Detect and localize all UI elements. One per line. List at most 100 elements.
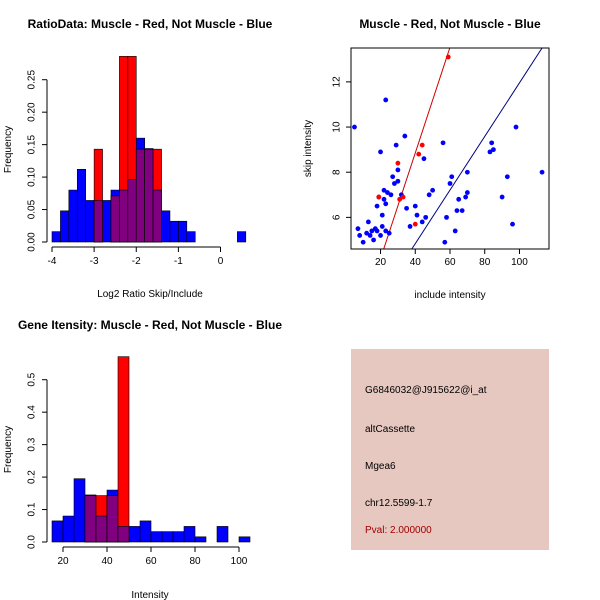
ratio-x-tick-label: -2	[132, 256, 141, 267]
not-muscle-point	[369, 228, 375, 234]
probe-id-text: G6846032@J915622@i_at	[365, 385, 487, 396]
not-muscle-point	[419, 219, 425, 225]
not-muscle-point	[459, 208, 465, 214]
not-muscle-point	[442, 239, 448, 245]
intensity-y-tick-label: 0.5	[27, 372, 38, 386]
ratio-title: RatioData: Muscle - Red, Not Muscle - Bl…	[28, 17, 273, 31]
ratio-y-tick-label: 0.20	[27, 102, 38, 122]
ratio-blue-bar	[76, 168, 87, 243]
muscle-regression-line	[383, 48, 451, 249]
scatter-plot-area	[352, 48, 545, 249]
intensity-blue-bar	[150, 531, 163, 543]
scatter-y-tick-label: 12	[332, 76, 343, 88]
ratio-x-tick-label: -3	[90, 256, 99, 267]
not-muscle-point	[539, 169, 545, 175]
ratio-overlap-bar	[110, 195, 120, 243]
not-muscle-point	[395, 167, 401, 173]
intensity-x-tick-label: 80	[189, 556, 201, 567]
not-muscle-point	[386, 230, 392, 236]
intensity-blue-bar	[161, 531, 174, 543]
scatter-x-tick-label: 40	[410, 257, 422, 268]
not-muscle-point	[364, 230, 370, 236]
not-muscle-point	[402, 133, 408, 139]
not-muscle-point	[378, 149, 383, 155]
intensity-blue-bar	[183, 526, 196, 543]
intensity-y-tick-label: 0.4	[27, 405, 38, 419]
muscle-point	[400, 194, 406, 200]
not-muscle-regression-line	[411, 48, 543, 249]
not-muscle-point	[463, 194, 469, 200]
intensity-blue-bar	[62, 515, 75, 543]
not-muscle-point	[464, 190, 470, 195]
scatter-y-tick-label: 10	[332, 121, 343, 133]
intensity-overlap-bar	[84, 495, 97, 543]
scatter-frame	[350, 47, 550, 250]
intensity-blue-bar	[238, 536, 251, 543]
not-muscle-point	[379, 212, 385, 218]
intensity-x-tick-label: 40	[101, 556, 113, 567]
not-muscle-point	[381, 196, 387, 202]
not-muscle-point	[355, 226, 361, 232]
intensity-histogram: Gene Itensity: Muscle - Red, Not Muscle …	[3, 318, 282, 600]
ratio-overlap-bar	[152, 189, 162, 243]
ratio-blue-bar	[85, 200, 95, 243]
muscle-point	[412, 221, 418, 227]
not-muscle-point	[504, 174, 510, 180]
not-muscle-point	[464, 169, 470, 175]
not-muscle-point	[404, 205, 409, 211]
not-muscle-point	[430, 187, 436, 193]
not-muscle-point	[421, 156, 427, 162]
ratio-y-tick-label: 0.15	[27, 134, 38, 154]
ratio-x-label: Log2 Ratio Skip/Include	[97, 289, 203, 300]
scatter-x-label: include intensity	[414, 290, 485, 301]
not-muscle-point	[383, 97, 389, 103]
not-muscle-point	[374, 203, 380, 209]
muscle-point	[445, 54, 451, 60]
ratio-blue-bar	[169, 220, 179, 243]
not-muscle-point	[395, 178, 401, 184]
intensity-x-tick-label: 60	[145, 556, 157, 567]
intensity-blue-bar	[216, 526, 229, 543]
not-muscle-point	[388, 192, 394, 198]
ratio-x-tick-label: 0	[218, 256, 224, 267]
not-muscle-point	[352, 124, 357, 130]
intensity-x-label: Intensity	[131, 590, 168, 600]
not-muscle-point	[378, 233, 383, 238]
ratio-overlap-bar	[135, 148, 145, 243]
scatter-x-tick-label: 80	[479, 257, 491, 268]
scatter-y-tick-label: 8	[332, 169, 343, 175]
scatter-y-tick-label: 6	[332, 214, 343, 220]
not-muscle-point	[374, 228, 380, 234]
intensity-x-tick-label: 20	[57, 556, 69, 567]
not-muscle-point	[371, 237, 376, 243]
scatter-x-tick-label: 60	[444, 257, 456, 268]
ratio-overlap-bar	[93, 200, 103, 243]
ratio-blue-bar	[102, 200, 112, 243]
not-muscle-point	[489, 140, 495, 146]
intensity-blue-bar	[139, 520, 152, 543]
not-muscle-point	[367, 233, 373, 238]
ratio-blue-bar	[68, 189, 78, 243]
intensity-y-tick-label: 0.2	[27, 470, 38, 484]
intensity-y-tick-label: 0.0	[27, 535, 38, 549]
intensity-overlap-bar	[95, 515, 108, 543]
not-muscle-point	[487, 149, 493, 155]
not-muscle-point	[392, 181, 397, 186]
not-muscle-point	[390, 174, 396, 180]
not-muscle-point	[383, 228, 389, 234]
muscle-point	[416, 151, 422, 157]
intensity-x-tick-label: 100	[231, 556, 248, 567]
intensity-overlap-bar	[106, 495, 119, 543]
ratio-y-tick-label: 0.10	[27, 167, 38, 187]
not-muscle-point	[454, 208, 460, 214]
not-muscle-point	[423, 214, 429, 220]
intensity-overlap-bar	[117, 526, 130, 543]
not-muscle-point	[381, 187, 387, 193]
not-muscle-point	[447, 181, 453, 186]
not-muscle-point	[365, 219, 371, 225]
pval-text: Pval: 2.000000	[365, 525, 432, 536]
scatter-y-label: skip intensity	[303, 120, 314, 177]
intensity-blue-bar	[194, 536, 207, 543]
ratio-blue-bar	[178, 220, 188, 243]
